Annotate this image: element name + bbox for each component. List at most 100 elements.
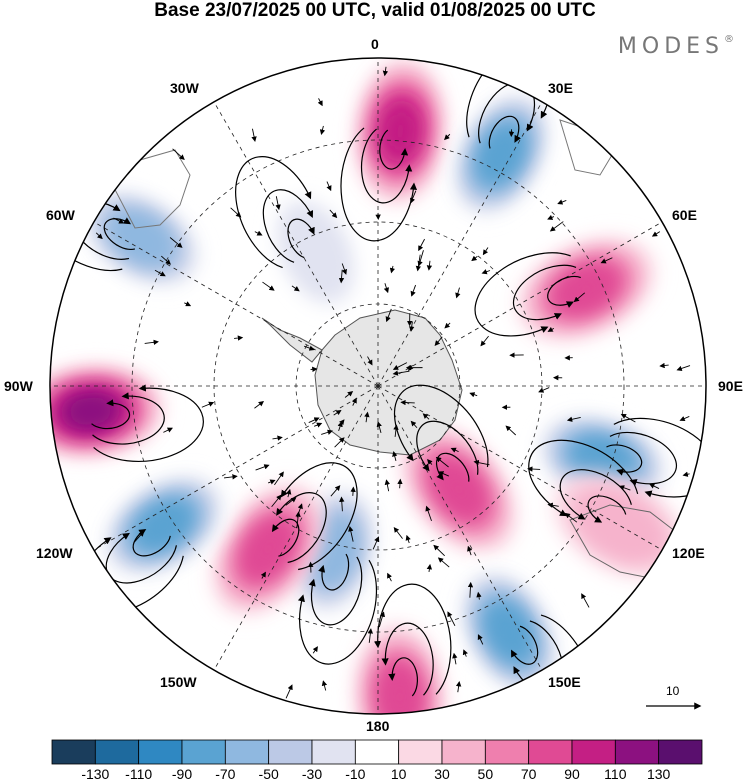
anomaly-contour (68, 397, 113, 425)
wind-arrow (230, 207, 242, 218)
wind-arrow (482, 247, 489, 256)
wind-arrow (267, 479, 276, 485)
polar-map (49, 57, 707, 715)
streamline (609, 431, 677, 486)
streamline (235, 156, 312, 269)
wind-arrow (344, 391, 354, 398)
colorbar-tick-label: 10 (390, 766, 407, 782)
wind-arrow (384, 479, 390, 492)
wind-arrow (317, 98, 323, 107)
wind-arrow (291, 285, 300, 292)
wind-arrow (600, 257, 613, 264)
reference-vector-label: 10 (666, 684, 680, 698)
colorbar-swatch (138, 739, 183, 765)
meridian-line (377, 101, 543, 387)
colorbar-swatch (658, 739, 703, 765)
anomaly-low-25e (449, 87, 553, 222)
wind-arrow (450, 447, 459, 453)
colorbar-tick-label: -50 (258, 766, 279, 782)
streamline (379, 129, 409, 170)
wind-arrow (337, 421, 343, 432)
wind-arrow (477, 634, 484, 645)
wind-arrow (303, 345, 315, 351)
wind-arrow (392, 370, 410, 376)
colorbar-swatch (528, 739, 573, 765)
colorbar-tick-label: -110 (125, 766, 153, 782)
wind-arrow (405, 534, 411, 544)
anomaly-contour (117, 218, 166, 259)
wind-arrow (438, 471, 450, 477)
wind-arrow (154, 269, 166, 277)
streamline (613, 417, 706, 498)
streamline (360, 128, 413, 204)
wind-arrow (462, 649, 468, 657)
lon-label-60e: 60E (672, 207, 697, 223)
wind-arrow (549, 221, 564, 232)
colorbar-tick-label: -30 (301, 766, 323, 782)
wind-arrow (338, 269, 345, 284)
streamline (287, 218, 315, 259)
lon-label-90w: 90W (4, 378, 33, 394)
lon-label-60w: 60W (46, 207, 75, 223)
wind-arrow (234, 335, 244, 341)
streamline (92, 392, 165, 445)
wind-arrow (455, 287, 461, 299)
wind-arrow (389, 265, 396, 274)
wind-arrow (308, 417, 320, 423)
wind-arrow (133, 530, 145, 543)
lon-label-180: 180 (366, 718, 390, 734)
colorbar-tick-label: 90 (564, 766, 580, 782)
streamline (271, 518, 300, 557)
wind-arrow (618, 485, 631, 491)
colorbar-tick-label: -70 (215, 766, 236, 782)
streamline (388, 657, 419, 697)
anomaly-high-95w (50, 366, 163, 456)
lon-label-150e: 150E (548, 674, 581, 690)
wind-arrow (400, 399, 415, 406)
wind-arrow (566, 416, 581, 422)
meridian-line (213, 101, 379, 387)
wind-arrow (425, 505, 432, 522)
lon-label-0: 0 (371, 36, 379, 52)
colorbar-tick-label: 130 (646, 766, 671, 782)
anomaly-low-150e (457, 565, 561, 700)
wind-arrow (651, 231, 661, 237)
colorbar-tick-label: -130 (81, 766, 110, 782)
wind-arrow (547, 214, 555, 220)
anomaly-contour (560, 270, 612, 308)
registered-mark: ® (724, 34, 734, 45)
wind-arrow (310, 366, 318, 373)
wind-arrow (351, 397, 357, 406)
streamline (297, 559, 378, 665)
wind-arrow (364, 411, 370, 423)
streamline (280, 462, 358, 571)
streamline (381, 622, 434, 696)
wind-arrow (467, 545, 473, 556)
meridian-line (213, 385, 379, 671)
wind-arrow (547, 502, 559, 508)
wind-arrow (427, 458, 433, 465)
wind-arrow (538, 387, 550, 393)
anomaly-high-60e (518, 238, 654, 340)
wind-arrow (339, 496, 345, 512)
wind-arrow (447, 611, 456, 627)
wind-arrow (437, 557, 450, 568)
streamline (474, 252, 571, 337)
wind-arrow (271, 494, 282, 508)
lon-label-90e: 90E (718, 378, 743, 394)
wind-arrow (455, 681, 462, 693)
wind-arrow (260, 571, 266, 579)
anomaly-contour (383, 669, 417, 714)
wind-arrow (329, 209, 338, 219)
meridian-line (93, 385, 379, 551)
wind-arrow (321, 429, 334, 435)
wind-arrow (387, 572, 393, 582)
streamline (547, 275, 581, 308)
lon-label-150w: 150W (160, 674, 197, 690)
wind-arrow (285, 497, 297, 506)
wind-arrow (649, 483, 660, 489)
wind-arrow (410, 420, 418, 429)
wind-arrow (659, 362, 669, 369)
anomaly-contour (141, 507, 186, 544)
streamline (435, 452, 470, 482)
